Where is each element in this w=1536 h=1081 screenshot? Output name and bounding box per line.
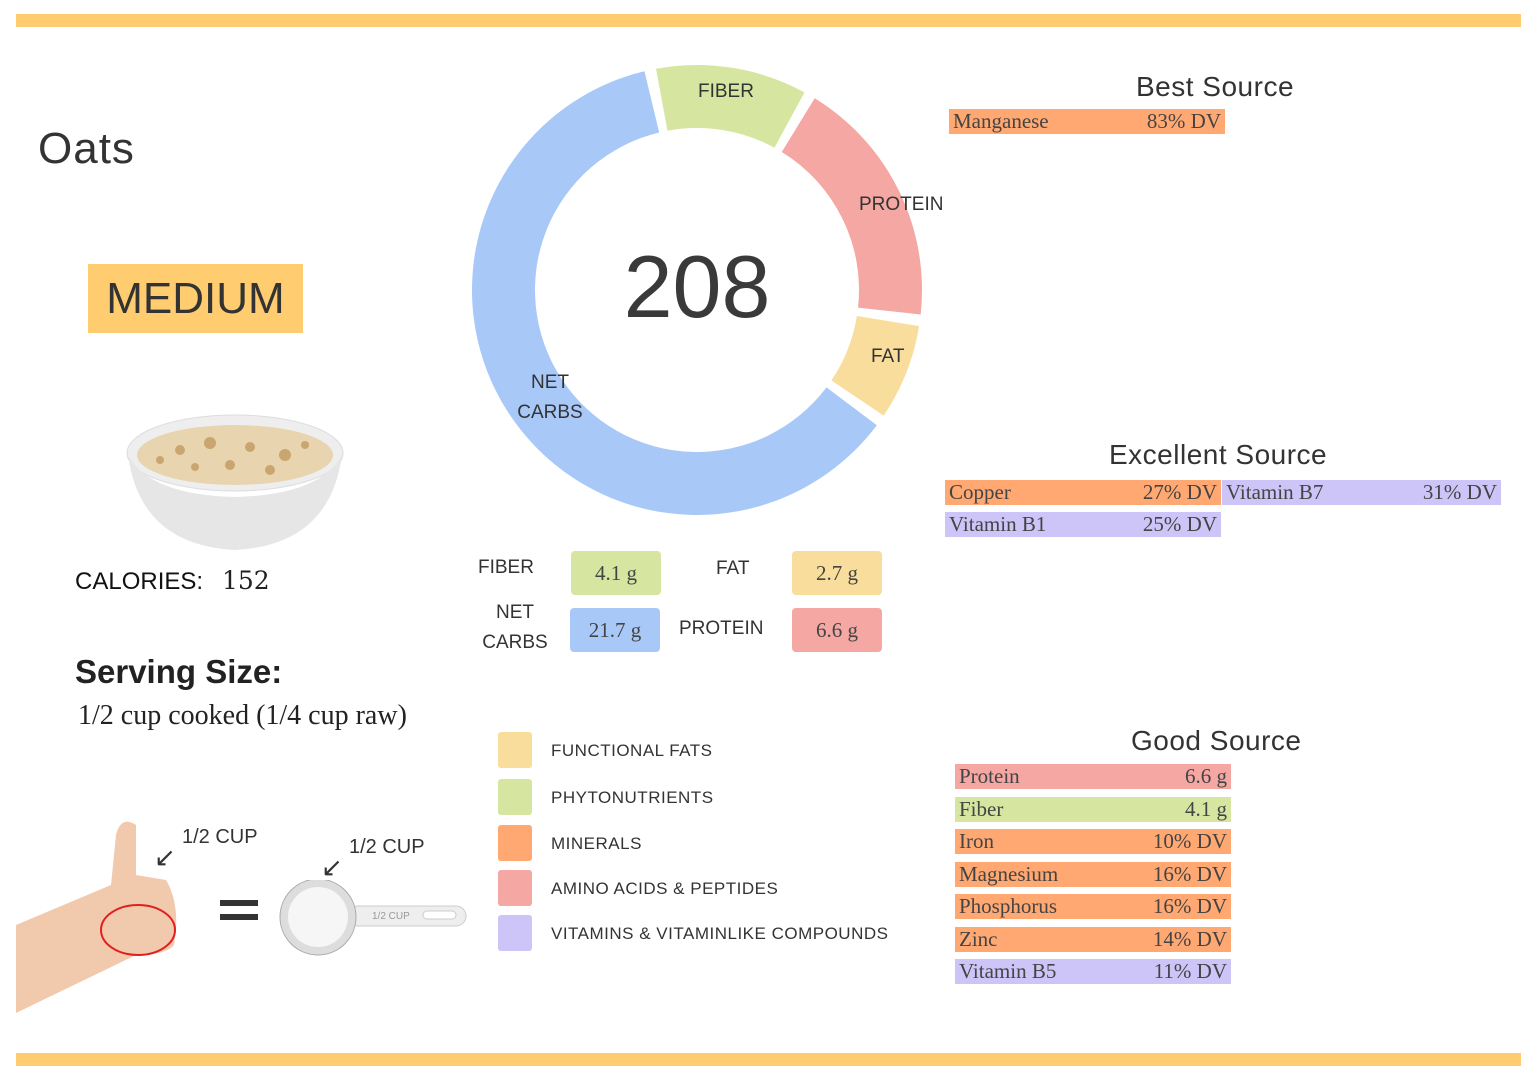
slice-label-fiber: FIBER (698, 81, 754, 102)
nutrient-name: Vitamin B5 (959, 959, 1057, 983)
nutrient-value: 10% DV (1152, 829, 1227, 853)
nutrient-name: Zinc (959, 926, 998, 951)
good-source-title: Good Source (1131, 725, 1302, 756)
net-carbs-label: NET CARBS (478, 598, 552, 658)
nutrient-value: 83% DV (1146, 109, 1221, 133)
nutrient-bar: Protein 6.6 g (955, 764, 1231, 789)
nutrient-value: 31% DV (1422, 480, 1497, 504)
hand-portion-label: 1/2 CUP (182, 826, 258, 848)
nutrient-value: 27% DV (1142, 480, 1217, 504)
nutrient-name: Protein (959, 764, 1020, 788)
fiber-label: FIBER (478, 557, 534, 578)
calories-value: 152 (222, 566, 270, 595)
nutrient-value: 11% DV (1153, 959, 1227, 983)
nutrient-bar: Zinc 14% DV (955, 926, 1231, 952)
nutrient-bar: Vitamin B5 11% DV (955, 959, 1231, 984)
legend-swatch (498, 915, 532, 951)
legend-label: AMINO ACIDS & PEPTIDES (551, 879, 779, 898)
nutrient-bar: Fiber 4.1 g (955, 796, 1231, 822)
equals-sign (220, 900, 258, 906)
food-title: Oats (38, 124, 135, 173)
donut-slice-protein (781, 98, 922, 315)
protein-value: 6.6 g (792, 608, 882, 652)
slice-label-protein: PROTEIN (859, 194, 944, 215)
fat-value: 2.7 g (792, 551, 882, 595)
nutrient-name: Fiber (959, 796, 1004, 821)
legend-swatch (498, 732, 532, 768)
nutrient-value: 25% DV (1142, 512, 1217, 536)
nutrient-bar: Phosphorus 16% DV (955, 894, 1231, 919)
nutrient-name: Phosphorus (959, 894, 1058, 918)
slice-label-net-carbs: NET CARBS (512, 368, 588, 428)
serving-size-label: Serving Size: (75, 653, 283, 690)
nutrient-value: 14% DV (1152, 926, 1227, 951)
donut-slice-net-carbs (471, 71, 877, 515)
top-band (16, 14, 1521, 27)
nutrient-bar: Copper 27% DV (945, 480, 1221, 505)
legend-swatch (498, 870, 532, 906)
arrow-icon: ↙ (154, 842, 176, 872)
fiber-value: 4.1 g (571, 551, 661, 595)
net-carbs-value: 21.7 g (570, 608, 660, 652)
macro-donut-chart (471, 65, 922, 515)
cup-handle-label: 1/2 CUP (372, 911, 410, 922)
nutrient-bar: Iron 10% DV (955, 829, 1231, 854)
best-source-title: Best Source (1136, 71, 1295, 102)
donut-slice-fat (831, 316, 920, 416)
nutrient-bar: Vitamin B7 31% DV (1222, 480, 1501, 505)
nutrient-bar: Manganese 83% DV (949, 109, 1225, 134)
nutrient-bar: Magnesium 16% DV (955, 861, 1231, 887)
serving-size-value: 1/2 cup cooked (1/4 cup raw) (78, 700, 407, 731)
legend-label: PHYTONUTRIENTS (551, 788, 714, 807)
nutrient-bar: Vitamin B1 25% DV (945, 512, 1221, 537)
nutrient-name: Iron (959, 829, 994, 853)
donut-slice-fiber (655, 65, 805, 148)
bottom-band (16, 1053, 1521, 1066)
legend-swatch (498, 779, 532, 815)
nutrient-name: Magnesium (959, 861, 1059, 886)
nutrient-name: Copper (949, 480, 1011, 504)
arrow-icon: ↙ (321, 852, 343, 882)
level-badge: MEDIUM (88, 264, 303, 333)
slice-label-fat: FAT (871, 346, 905, 367)
nutrient-value: 6.6 g (1185, 764, 1227, 788)
nutrient-name: Vitamin B1 (949, 512, 1047, 536)
legend-swatch (498, 825, 532, 861)
thumb-hand-image (16, 821, 177, 1013)
carbs-label: CARBS (517, 402, 583, 423)
cup-portion-label: 1/2 CUP (349, 836, 425, 858)
legend-label: VITAMINS & VITAMINLIKE COMPOUNDS (551, 924, 889, 943)
nutrient-value: 16% DV (1152, 861, 1227, 886)
net-label: NET (531, 372, 569, 393)
protein-label: PROTEIN (679, 618, 764, 639)
measuring-cup-image (279, 880, 467, 956)
nutrient-name: Vitamin B7 (1226, 480, 1324, 504)
nutrient-name: Manganese (953, 109, 1049, 133)
oat-bowl-image (126, 414, 344, 550)
carbs-label: CARBS (482, 632, 548, 653)
legend-label: FUNCTIONAL FATS (551, 741, 713, 760)
calories-label: CALORIES: (75, 568, 204, 595)
nutrient-value: 16% DV (1152, 894, 1227, 918)
total-calories-center: 208 (623, 237, 771, 336)
excellent-source-title: Excellent Source (1109, 439, 1328, 470)
legend-label: MINERALS (551, 834, 642, 853)
fat-label: FAT (716, 558, 750, 579)
nutrient-value: 4.1 g (1185, 796, 1227, 821)
net-label: NET (496, 602, 534, 623)
